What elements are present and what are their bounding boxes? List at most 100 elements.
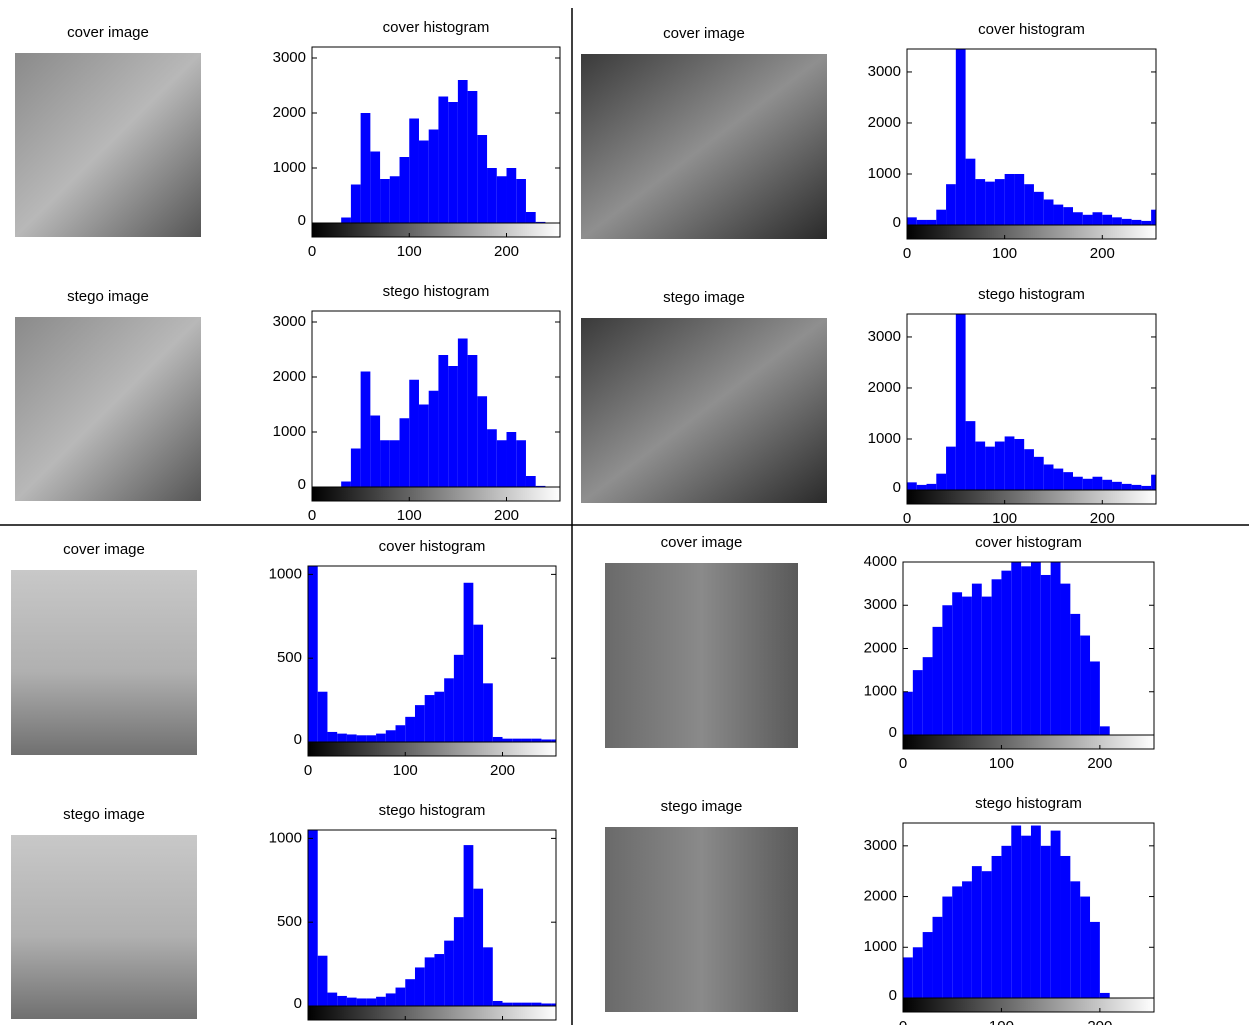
bar [1082,478,1093,490]
bar [1011,825,1022,998]
bar [975,179,986,225]
bar [463,582,474,742]
chart-title: cover histogram [978,21,1085,38]
bar [399,157,410,223]
chart-title: stego histogram [379,802,486,819]
image-title: cover image [663,25,745,42]
y-tick-label: 1000 [868,430,901,447]
bar [551,1003,556,1006]
bar [1073,212,1083,225]
y-tick-label: 2000 [864,888,897,905]
bar [1070,881,1081,998]
y-tick-label: 2000 [273,104,306,121]
y-tick-label: 0 [889,987,897,1004]
bar [1043,199,1054,225]
bar [1131,484,1142,490]
bar [380,179,390,223]
bar [438,355,449,487]
bar [308,830,318,1006]
bar [946,446,956,490]
bar [483,683,493,742]
bar [405,716,415,742]
x-tick-label: 100 [992,510,1017,527]
bar [360,371,371,487]
bar [1092,212,1103,225]
bar [1060,855,1071,998]
bar [985,446,995,490]
bar [551,739,556,742]
bar [516,179,526,223]
bar [444,940,454,1006]
y-tick-label: 500 [277,913,302,930]
bar [409,379,419,487]
bar [916,484,927,490]
colorbar [307,1005,557,1021]
image-title: stego image [67,288,149,305]
bar [502,738,513,742]
bar [903,691,913,735]
bar [962,596,972,735]
colorbar [902,734,1155,750]
bar [912,947,923,998]
bar [385,993,396,1006]
bar [525,212,536,223]
bar [467,355,478,487]
bar [1151,209,1156,225]
bar [477,396,488,487]
chart-title: stego histogram [383,283,490,300]
bar [487,168,497,223]
bar [975,441,986,490]
image [581,318,827,503]
bar [1030,825,1041,998]
bar [414,705,425,742]
bar [1099,992,1110,998]
colorbar [307,741,557,757]
bar [932,626,943,735]
x-tick-label: 200 [490,762,515,779]
y-tick-label: 1000 [864,938,897,955]
image [11,570,197,755]
y-tick-label: 1000 [269,565,302,582]
bar [346,734,357,742]
bar [971,866,982,998]
y-tick-label: 3000 [273,313,306,330]
bar [457,80,468,223]
y-tick-label: 0 [893,214,901,231]
bar [1021,835,1031,998]
x-tick-label: 200 [494,507,519,524]
bar [1033,456,1044,490]
colorbar [906,224,1157,240]
bar [492,736,503,742]
bar [1024,449,1034,490]
bar [418,140,429,223]
bar [317,955,328,1006]
bar [981,871,992,998]
x-tick-label: 0 [308,507,316,524]
bar [981,596,992,735]
bar [1082,214,1093,225]
bar [994,441,1005,490]
y-tick-label: 1000 [269,829,302,846]
bar [535,485,546,487]
bars [308,566,556,742]
bar [463,845,474,1006]
y-tick-label: 1000 [868,165,901,182]
bar [936,473,947,490]
bar [932,916,943,998]
bar [1121,218,1132,225]
bar [444,678,454,742]
bar [991,855,1002,998]
bar [541,739,552,742]
bar [531,738,542,742]
y-tick-label: 3000 [868,328,901,345]
bar [448,102,458,223]
bar [366,998,377,1006]
bar [395,725,406,742]
bar [1040,845,1051,998]
y-tick-label: 2000 [864,639,897,656]
bar [337,995,347,1006]
chart-title: stego histogram [975,795,1082,812]
bar [1001,570,1012,735]
bar [506,432,517,487]
x-tick-label: 0 [899,755,907,772]
